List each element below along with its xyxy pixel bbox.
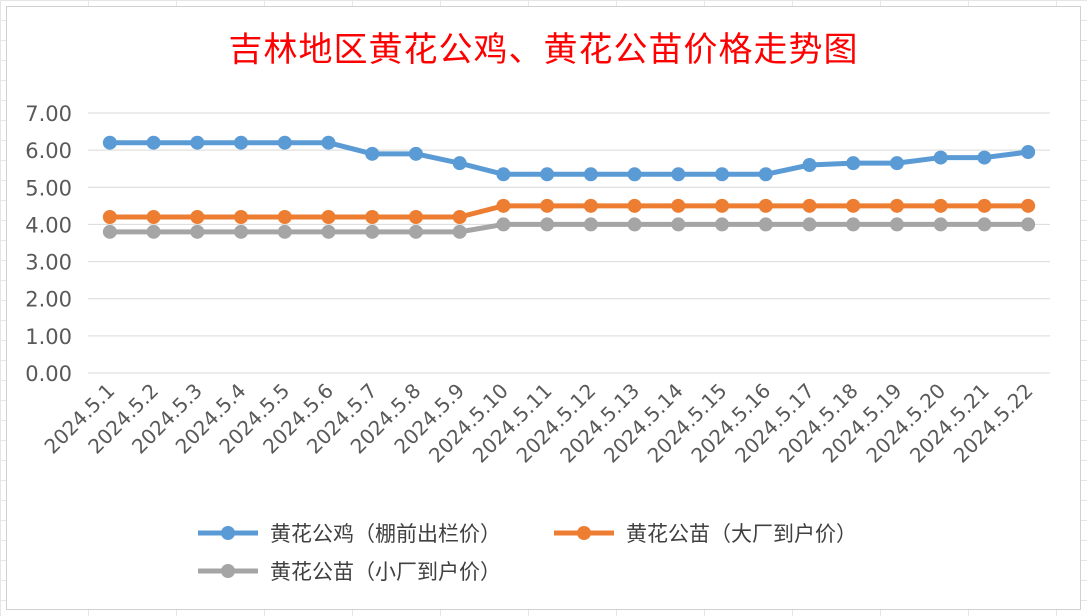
data-point xyxy=(408,146,423,161)
data-point xyxy=(627,198,642,213)
chart-title: 吉林地区黄花公鸡、黄花公苗价格走势图 xyxy=(228,30,859,70)
data-point xyxy=(846,217,861,232)
legend-swatch-series-3 xyxy=(198,564,258,578)
data-point xyxy=(102,224,117,239)
data-point xyxy=(234,224,249,239)
data-point xyxy=(496,198,511,213)
legend-swatch-series-2 xyxy=(554,526,614,540)
data-point xyxy=(234,210,249,224)
legend-item-series-3[interactable]: 黄花公苗（小厂到户价） xyxy=(196,559,501,584)
data-point xyxy=(540,198,555,213)
data-point xyxy=(277,224,292,239)
data-point xyxy=(365,224,380,239)
y-tick-label: 7.00 xyxy=(25,102,72,126)
series-line xyxy=(107,203,1031,220)
y-tick-label: 5.00 xyxy=(25,176,72,200)
series-line xyxy=(107,140,1031,177)
data-point xyxy=(977,150,992,165)
data-point xyxy=(452,156,467,171)
y-tick-label: 0.00 xyxy=(25,362,72,386)
data-point xyxy=(365,146,380,161)
data-point xyxy=(846,198,861,213)
legend-swatch-marker xyxy=(577,526,591,540)
data-point xyxy=(146,135,161,150)
data-point xyxy=(496,217,511,232)
data-point xyxy=(365,210,380,224)
data-point xyxy=(452,224,467,239)
legend-item-series-2[interactable]: 黄花公苗（大厂到户价） xyxy=(552,521,857,546)
data-point xyxy=(583,217,598,232)
data-point xyxy=(190,210,205,224)
data-point xyxy=(452,210,467,224)
data-point xyxy=(277,135,292,150)
data-point xyxy=(277,210,292,224)
data-point xyxy=(321,210,336,224)
data-point xyxy=(408,210,423,224)
legend-item-series-1[interactable]: 黄花公鸡（棚前出栏价） xyxy=(196,521,501,546)
data-point xyxy=(802,198,817,213)
legend-label-series-3: 黄花公苗（小厂到户价） xyxy=(270,560,501,584)
data-point xyxy=(758,217,773,232)
chart-area[interactable] xyxy=(6,6,1081,610)
data-point xyxy=(846,156,861,171)
data-point xyxy=(321,224,336,239)
data-point xyxy=(802,217,817,232)
legend-label-series-2: 黄花公苗（大厂到户价） xyxy=(626,522,857,546)
series-2 xyxy=(102,198,1036,224)
legend-swatch-series-1 xyxy=(198,526,258,540)
data-point xyxy=(802,158,817,172)
data-point xyxy=(715,217,730,232)
data-point xyxy=(408,224,423,239)
data-point xyxy=(146,210,161,224)
data-point xyxy=(627,167,642,182)
y-tick-label: 3.00 xyxy=(25,251,72,275)
data-point xyxy=(671,217,686,232)
data-point xyxy=(715,198,730,213)
y-tick-label: 6.00 xyxy=(25,139,72,163)
data-point xyxy=(627,217,642,232)
y-tick-label: 4.00 xyxy=(25,213,72,237)
data-point xyxy=(1021,198,1036,213)
data-point xyxy=(671,198,686,213)
data-point xyxy=(496,167,511,182)
data-point xyxy=(540,167,555,182)
data-point xyxy=(889,198,904,213)
data-point xyxy=(234,135,249,150)
data-point xyxy=(977,217,992,232)
data-point xyxy=(583,198,598,213)
data-point xyxy=(190,224,205,239)
data-point xyxy=(933,150,948,165)
data-point xyxy=(540,217,555,232)
series-line xyxy=(107,221,1031,235)
data-point xyxy=(102,210,117,224)
data-point xyxy=(583,167,598,182)
data-point xyxy=(1021,217,1036,232)
data-point xyxy=(715,167,730,182)
data-point xyxy=(758,198,773,213)
legend-label-series-1: 黄花公鸡（棚前出栏价） xyxy=(270,522,501,546)
data-point xyxy=(102,135,117,150)
legend-swatch-marker xyxy=(221,564,235,578)
y-tick-label: 2.00 xyxy=(25,288,72,312)
data-point xyxy=(933,217,948,232)
data-point xyxy=(758,167,773,182)
data-point xyxy=(1021,145,1036,159)
data-point xyxy=(889,217,904,232)
series-1 xyxy=(102,135,1036,182)
data-point xyxy=(146,224,161,239)
data-point xyxy=(977,198,992,213)
data-point xyxy=(671,167,686,182)
y-tick-label: 1.00 xyxy=(25,325,72,349)
series-3 xyxy=(102,217,1036,239)
data-point xyxy=(933,198,948,213)
data-point xyxy=(889,156,904,171)
legend-swatch-marker xyxy=(221,526,235,540)
data-point xyxy=(190,135,205,150)
data-point xyxy=(321,135,336,150)
